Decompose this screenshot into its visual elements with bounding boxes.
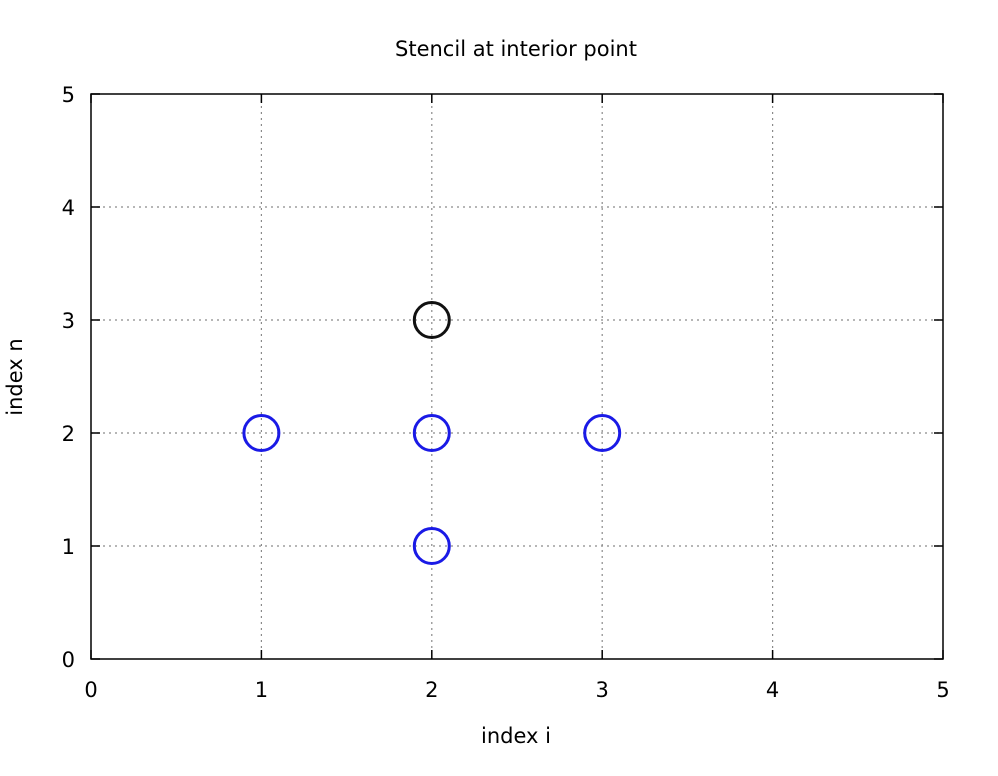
data-point bbox=[583, 414, 622, 452]
y-tick-label: 1 bbox=[62, 535, 75, 559]
y-tick-label: 5 bbox=[62, 83, 75, 107]
y-axis-label: index n bbox=[3, 338, 27, 415]
plot-frame bbox=[90, 93, 944, 660]
x-tick-label: 4 bbox=[766, 678, 779, 702]
y-tick-label: 4 bbox=[62, 196, 75, 220]
axis-ticks: 0 1 2 3 4 5 0 1 2 3 4 5 bbox=[62, 83, 950, 702]
data-point bbox=[412, 527, 451, 565]
data-point bbox=[412, 301, 451, 339]
data-point bbox=[412, 414, 451, 452]
y-tick-label: 0 bbox=[62, 648, 75, 672]
x-axis-label: index i bbox=[481, 724, 551, 748]
data-points bbox=[242, 301, 622, 565]
chart-title: Stencil at interior point bbox=[395, 37, 637, 61]
y-tick-label: 3 bbox=[62, 309, 75, 333]
x-tick-label: 1 bbox=[255, 678, 268, 702]
y-tick-label: 2 bbox=[62, 422, 75, 446]
x-tick-label: 2 bbox=[425, 678, 438, 702]
x-tick-label: 5 bbox=[936, 678, 949, 702]
x-tick-label: 3 bbox=[596, 678, 609, 702]
data-point bbox=[242, 414, 281, 452]
x-tick-label: 0 bbox=[84, 678, 97, 702]
grid-lines bbox=[91, 94, 943, 659]
